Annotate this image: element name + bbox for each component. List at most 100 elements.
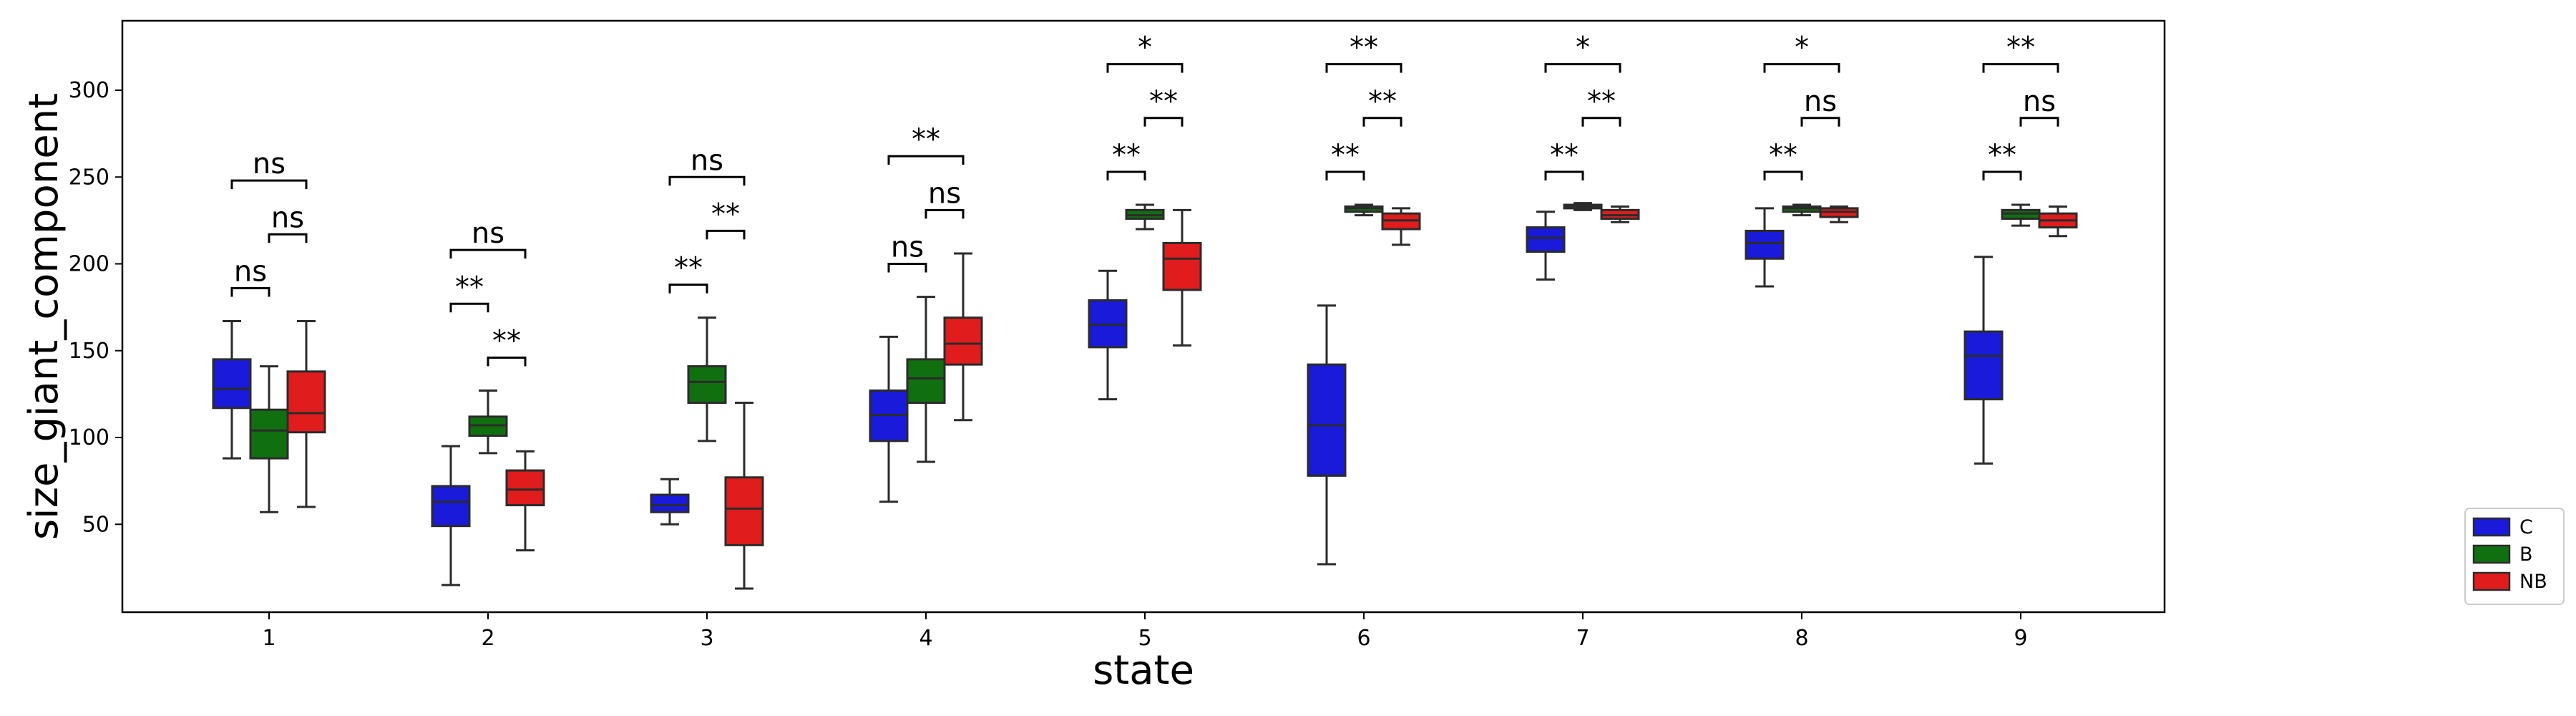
box-body — [650, 493, 690, 513]
box-body — [724, 476, 764, 546]
box-C-state-3 — [650, 478, 690, 526]
significance-bracket: ** — [1325, 32, 1402, 73]
box-NB-state-6 — [1381, 207, 1421, 246]
box-plots — [212, 202, 2078, 590]
bracket-line — [1544, 63, 1621, 73]
x-tick-label: 7 — [1576, 626, 1589, 651]
significance-label: ** — [1368, 85, 1397, 118]
box-body — [906, 358, 946, 404]
box-body — [1162, 241, 1202, 291]
y-tick-label: 150 — [69, 339, 109, 364]
x-tick-label: 5 — [1138, 626, 1151, 651]
bracket-line — [1763, 63, 1840, 73]
box-C-state-8 — [1745, 207, 1785, 288]
significance-bracket: ns — [1800, 85, 1840, 127]
significance-bracket: ** — [449, 271, 489, 313]
x-tick-label: 2 — [481, 626, 494, 651]
box-C-state-1 — [212, 320, 252, 460]
box-B-state-5 — [1125, 203, 1165, 231]
significance-bracket: ** — [1581, 85, 1621, 127]
legend-label: B — [2519, 543, 2533, 566]
significance-bracket: ns — [668, 144, 746, 186]
box-B-state-2 — [468, 390, 508, 455]
box-NB-state-5 — [1162, 208, 1202, 347]
box-B-state-9 — [2001, 203, 2041, 227]
y-tick-label: 300 — [69, 78, 109, 103]
significance-bracket: ns — [887, 231, 927, 273]
significance-bracket: ns — [230, 255, 270, 297]
box-body — [1526, 226, 1566, 253]
bracket-line — [1763, 170, 1803, 180]
significance-label: ** — [1350, 32, 1378, 64]
bracket-line — [668, 175, 746, 186]
significance-bracket: ** — [1982, 32, 2059, 73]
legend-swatch — [2472, 544, 2511, 564]
significance-bracket: ** — [887, 123, 965, 165]
bracket-line — [487, 356, 527, 367]
legend-swatch — [2472, 517, 2511, 537]
significance-bracket: ** — [668, 252, 708, 294]
bracket-line — [924, 208, 965, 219]
bracket-line — [2019, 117, 2059, 127]
box-C-state-7 — [1526, 211, 1566, 281]
significance-label: ** — [1149, 85, 1178, 118]
box-body — [431, 485, 471, 528]
box-B-state-6 — [1344, 203, 1384, 217]
y-axis: 50 100 150 200 250 300 — [69, 78, 122, 537]
significance-bracket: ** — [706, 198, 746, 240]
significance-label: ns — [253, 147, 286, 180]
bracket-line — [1325, 63, 1402, 73]
x-tick-label: 4 — [919, 626, 932, 651]
box-body — [212, 358, 252, 410]
significance-bracket: ns — [924, 177, 965, 219]
box-body — [505, 469, 545, 507]
significance-bracket: ** — [1362, 85, 1402, 127]
box-body — [286, 370, 326, 434]
y-tick-label: 50 — [82, 512, 109, 537]
significance-bracket: * — [1106, 32, 1184, 73]
significance-label: ** — [1769, 139, 1797, 172]
bracket-line — [1982, 170, 2022, 180]
box-B-state-3 — [687, 316, 727, 442]
y-axis-title: size_giant_component — [21, 93, 67, 540]
x-tick-label: 8 — [1795, 626, 1808, 651]
significance-label: * — [1576, 32, 1590, 64]
box-B-state-7 — [1563, 202, 1603, 211]
significance-bracket: ** — [1982, 139, 2022, 180]
significance-label: ** — [711, 198, 740, 231]
significance-label: ** — [2006, 32, 2035, 64]
significance-bracket: ns — [2019, 85, 2059, 127]
significance-bracket: ** — [1106, 139, 1146, 180]
bracket-line — [268, 233, 308, 243]
significance-label: ** — [492, 324, 521, 357]
significance-label: ns — [2023, 85, 2056, 118]
box-NB-state-2 — [505, 450, 545, 552]
box-NB-state-3 — [724, 402, 764, 590]
significance-bracket: * — [1544, 32, 1621, 73]
box-C-state-2 — [431, 445, 471, 586]
box-C-state-9 — [1963, 256, 2004, 465]
bracket-line — [1325, 170, 1365, 180]
significance-label: ** — [1112, 139, 1141, 172]
x-axis-title: state — [1093, 647, 1194, 694]
significance-label: * — [1138, 32, 1152, 64]
box-B-state-1 — [249, 365, 289, 513]
box-C-state-4 — [869, 335, 909, 503]
significance-label: ** — [1587, 85, 1616, 118]
significance-bracket: ns — [268, 201, 308, 243]
box-B-state-8 — [1782, 203, 1822, 217]
y-tick-label: 100 — [69, 425, 109, 450]
legend-swatch — [2472, 571, 2511, 591]
significance-label: ns — [891, 231, 924, 264]
significance-label: ** — [1550, 139, 1579, 172]
significance-label: ns — [234, 255, 267, 288]
legend: CB NB — [2464, 508, 2565, 605]
bracket-line — [449, 302, 489, 313]
bracket-line — [668, 284, 708, 294]
x-axis: 1 2 3 4 5 6 7 8 9 — [262, 612, 2028, 651]
significance-bracket: ns — [230, 147, 308, 190]
significance-label: * — [1795, 32, 1809, 64]
legend-item-NB: NB — [2472, 571, 2547, 593]
significance-label: ns — [472, 217, 504, 250]
